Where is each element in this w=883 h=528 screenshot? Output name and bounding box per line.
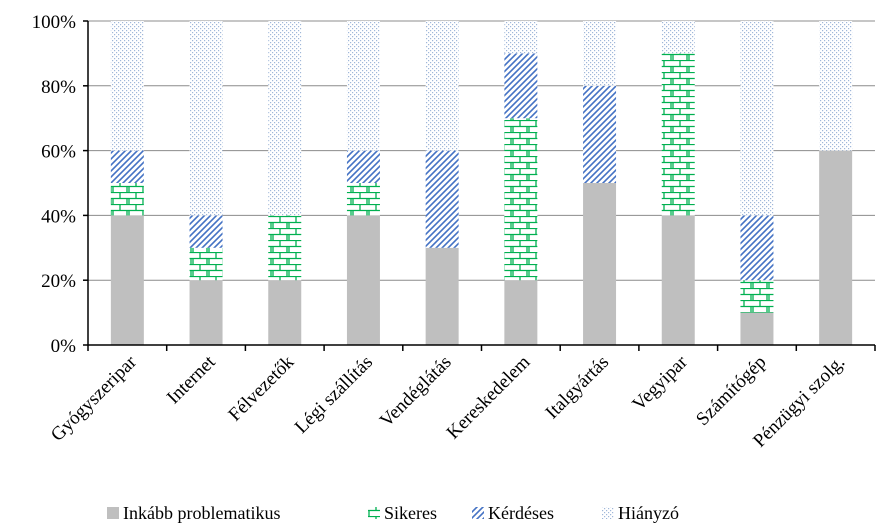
bar-segment	[346, 21, 380, 151]
y-tick-label: 80%	[41, 77, 76, 98]
legend-label: Hiányzó	[618, 503, 679, 523]
bar-segment	[268, 21, 302, 216]
bar-segment	[504, 21, 538, 54]
bar-segment	[661, 215, 695, 345]
legend-swatch	[107, 507, 119, 519]
bar-segment	[346, 183, 380, 216]
legend-swatch	[602, 507, 614, 519]
bar-segment	[110, 183, 144, 216]
bar-segment	[740, 280, 774, 313]
x-tick-label: Vegyipar	[628, 351, 692, 415]
bar-segment	[583, 85, 617, 183]
bar-segment	[740, 21, 774, 216]
bar-segment	[110, 21, 144, 151]
legend: Inkább problematikus Sikeres Kérdéses Hiány…	[107, 503, 679, 523]
bar-segment	[504, 118, 538, 281]
y-tick-label: 0%	[51, 336, 77, 357]
x-tick-label: Félvezetők	[224, 351, 298, 425]
legend-label: Kérdéses	[488, 503, 554, 523]
bar-segment	[346, 150, 380, 183]
y-tick-label: 60%	[41, 142, 76, 163]
bar-segment	[268, 280, 302, 345]
bar-segment	[661, 21, 695, 54]
bars	[110, 21, 853, 345]
legend-label: Sikeres	[384, 503, 437, 523]
bar-segment	[819, 21, 853, 151]
legend-swatch	[472, 507, 484, 519]
bar-segment	[110, 215, 144, 345]
y-tick-labels: 0% 20% 40% 60% 80% 100%	[32, 12, 77, 357]
bar-segment	[661, 53, 695, 216]
y-tick-label: 20%	[41, 271, 76, 292]
bar-segment	[504, 53, 538, 119]
y-tick-label: 100%	[32, 12, 77, 33]
legend-swatch	[368, 507, 380, 519]
legend-label: Inkább problematikus	[123, 503, 280, 523]
bar-segment	[425, 247, 459, 345]
x-tick-label: Internet	[163, 351, 220, 408]
bar-segment	[268, 215, 302, 281]
bar-segment	[189, 247, 223, 281]
x-tick-label: Légi szállítás	[291, 352, 377, 438]
bar-segment	[189, 21, 223, 216]
x-tick-label: Italgyártás	[542, 352, 614, 424]
x-tick-label: Gyógyszeripar	[47, 351, 141, 445]
bar-segment	[425, 21, 459, 151]
bar-segment	[110, 150, 144, 183]
bar-segment	[189, 280, 223, 345]
x-tick-label: Számítógép	[692, 352, 770, 430]
bar-segment	[346, 215, 380, 345]
bar-segment	[819, 150, 853, 345]
bar-segment	[740, 215, 774, 281]
bar-segment	[583, 21, 617, 86]
y-tick-label: 40%	[41, 206, 76, 227]
bar-segment	[583, 183, 617, 345]
bar-segment	[504, 280, 538, 345]
bar-segment	[425, 150, 459, 248]
x-tick-label: Vendéglátás	[376, 352, 456, 432]
bar-segment	[189, 215, 223, 248]
x-tick-label: Kereskedelem	[443, 352, 535, 444]
axes	[83, 20, 876, 351]
bar-segment	[740, 312, 774, 345]
